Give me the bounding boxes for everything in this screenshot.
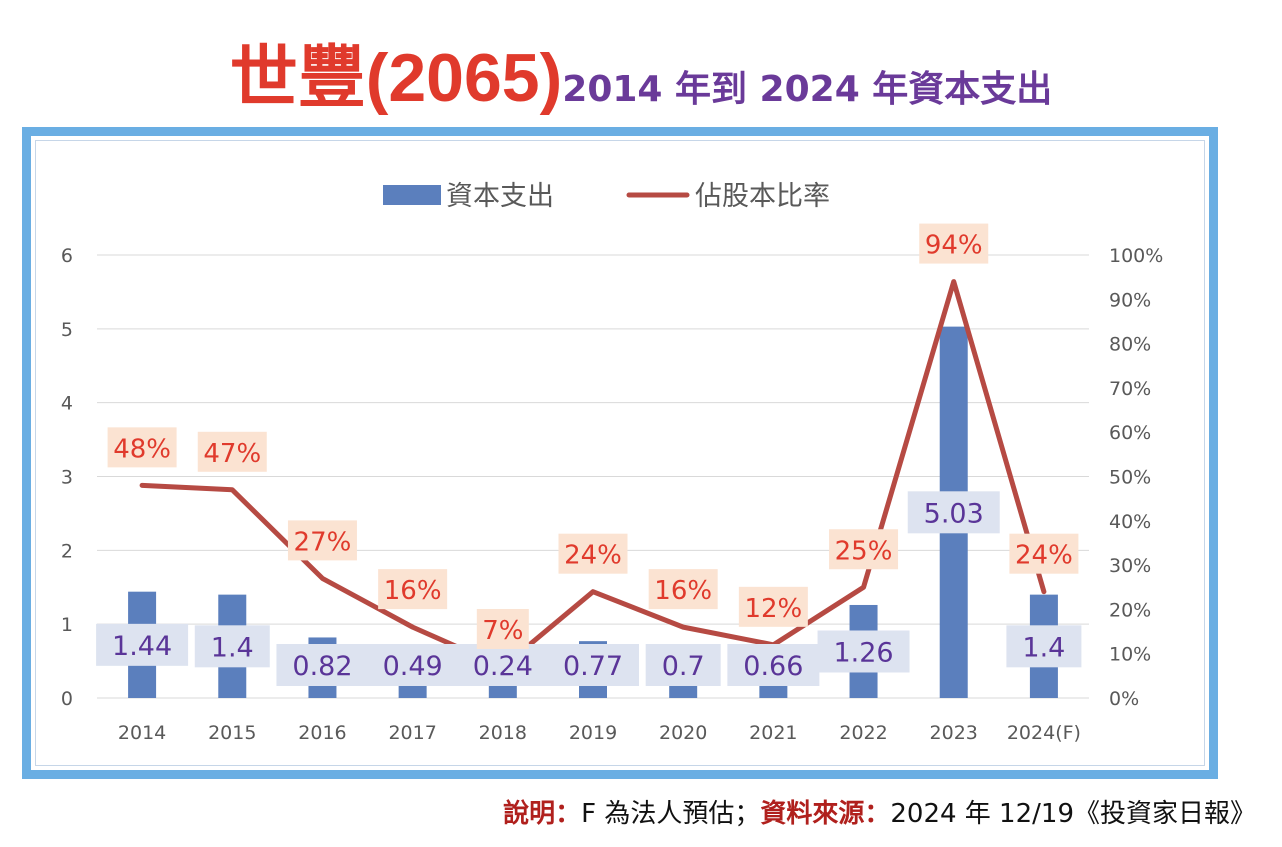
- x-tick-label: 2022: [839, 722, 887, 744]
- bar-data-label: 1.4: [211, 632, 254, 663]
- bar-data-label-box: [1006, 625, 1082, 668]
- bar-data-label: 0.49: [383, 651, 443, 682]
- y-right-tick-label: 70%: [1109, 378, 1151, 400]
- bar-data-label: 5.03: [924, 498, 984, 529]
- chart-inner-border: [35, 140, 1205, 766]
- x-tick-label: 2024(F): [1007, 722, 1081, 744]
- page-title: 世豐(2065)2014 年到 2024 年資本支出: [0, 22, 1282, 121]
- x-tick-label: 2017: [388, 722, 436, 744]
- y-left-tick-label: 3: [61, 467, 73, 489]
- x-tick-label: 2014: [118, 722, 166, 744]
- line-data-label: 16%: [384, 576, 442, 606]
- line-data-label-box: [829, 529, 899, 570]
- bar-data-label: 0.66: [743, 651, 803, 682]
- line-data-label-box: [558, 533, 628, 574]
- y-left-tick-label: 2: [61, 540, 73, 562]
- y-right-tick-label: 60%: [1109, 422, 1151, 444]
- line-data-label-box: [107, 427, 177, 468]
- legend-bar-swatch: [383, 185, 441, 205]
- line-data-label-box: [919, 223, 989, 264]
- line-data-label-box: [197, 431, 267, 472]
- legend-line-label: 佔股本比率: [695, 181, 830, 212]
- bar-data-label: 0.77: [563, 651, 623, 682]
- bar-data-label-box: [907, 491, 1000, 534]
- line-ratio: [139, 279, 1047, 670]
- bar-data-label: 1.44: [112, 631, 172, 662]
- bar-data-label: 0.82: [292, 651, 352, 682]
- bar-data-label-box: [727, 644, 820, 686]
- y-left-tick-label: 1: [61, 614, 73, 636]
- y-right-tick-label: 0%: [1109, 688, 1139, 710]
- bar-data-label-box: [645, 644, 721, 686]
- line-data-label-box: [476, 608, 529, 649]
- title-subtitle: 2014 年到 2024 年資本支出: [562, 69, 1053, 110]
- line-data-label: 94%: [925, 231, 983, 261]
- x-tick-label: 2023: [930, 722, 978, 744]
- bar-data-label-box: [456, 644, 549, 686]
- line-data-label: 48%: [113, 434, 171, 464]
- line-data-label-box: [287, 520, 357, 561]
- footnote-source-text: 2024 年 12/19《投資家日報》: [890, 799, 1256, 829]
- x-tick-label: 2016: [298, 722, 346, 744]
- x-tick-label: 2015: [208, 722, 256, 744]
- line-data-label: 24%: [564, 541, 622, 571]
- bar-data-label: 1.4: [1022, 632, 1065, 663]
- bar-data-label-box: [194, 625, 270, 668]
- bar-data-label-box: [96, 623, 189, 666]
- line-data-label: 27%: [294, 527, 352, 557]
- line-data-label: 24%: [1015, 541, 1073, 571]
- line-data-label: 47%: [203, 439, 261, 469]
- bar-data-label: 0.7: [662, 651, 705, 682]
- line-data-label: 25%: [835, 536, 893, 566]
- x-tick-label: 2021: [749, 722, 797, 744]
- bar-data-label-box: [547, 644, 639, 686]
- x-tick-label: 2019: [569, 722, 617, 744]
- line-data-label: 12%: [744, 594, 802, 624]
- line-data-label-box: [1009, 533, 1079, 574]
- footnote-source-label: 資料來源：: [760, 799, 891, 829]
- y-right-tick-label: 90%: [1109, 289, 1151, 311]
- line-data-label: 16%: [654, 576, 712, 606]
- y-right-tick-label: 50%: [1109, 467, 1151, 489]
- y-right-tick-label: 80%: [1109, 334, 1151, 356]
- line-data-label-box: [648, 569, 718, 610]
- line-data-label: 7%: [482, 616, 523, 646]
- bar-data-label-box: [366, 644, 459, 686]
- footnote-note-label: 說明：: [503, 799, 582, 829]
- y-left-tick-label: 4: [61, 393, 73, 415]
- y-left-tick-label: 0: [61, 688, 73, 710]
- combo-chart: 01234560%10%20%30%40%50%60%70%80%90%100%…: [61, 181, 1163, 744]
- footnote: 說明：F 為法人預估；資料來源：2024 年 12/19《投資家日報》: [503, 793, 1256, 830]
- y-right-tick-label: 100%: [1109, 245, 1163, 267]
- bar-data-label: 1.26: [833, 637, 893, 668]
- y-right-tick-label: 30%: [1109, 555, 1151, 577]
- bar-data-label-box: [276, 644, 369, 686]
- legend-bar-label: 資本支出: [446, 181, 554, 212]
- bar-data-label: 0.24: [473, 651, 533, 682]
- y-left-tick-label: 5: [61, 319, 73, 341]
- y-right-tick-label: 20%: [1109, 599, 1151, 621]
- footnote-note-text: F 為法人預估；: [581, 799, 761, 829]
- bar-data-label-box: [817, 630, 910, 673]
- x-tick-label: 2018: [479, 722, 527, 744]
- line-data-label-box: [738, 586, 808, 627]
- y-right-tick-label: 40%: [1109, 511, 1151, 533]
- y-left-tick-label: 6: [61, 245, 73, 267]
- chart-frame: 0 1 2 3 4 5 6 0% 10% 20% 30% 40% 50% 60% 70% 80% 90% 100%…: [22, 127, 1218, 779]
- y-right-tick-label: 10%: [1109, 644, 1151, 666]
- line-data-label-box: [378, 569, 448, 610]
- x-tick-label: 2020: [659, 722, 707, 744]
- title-company: 世豐(2065): [229, 40, 563, 116]
